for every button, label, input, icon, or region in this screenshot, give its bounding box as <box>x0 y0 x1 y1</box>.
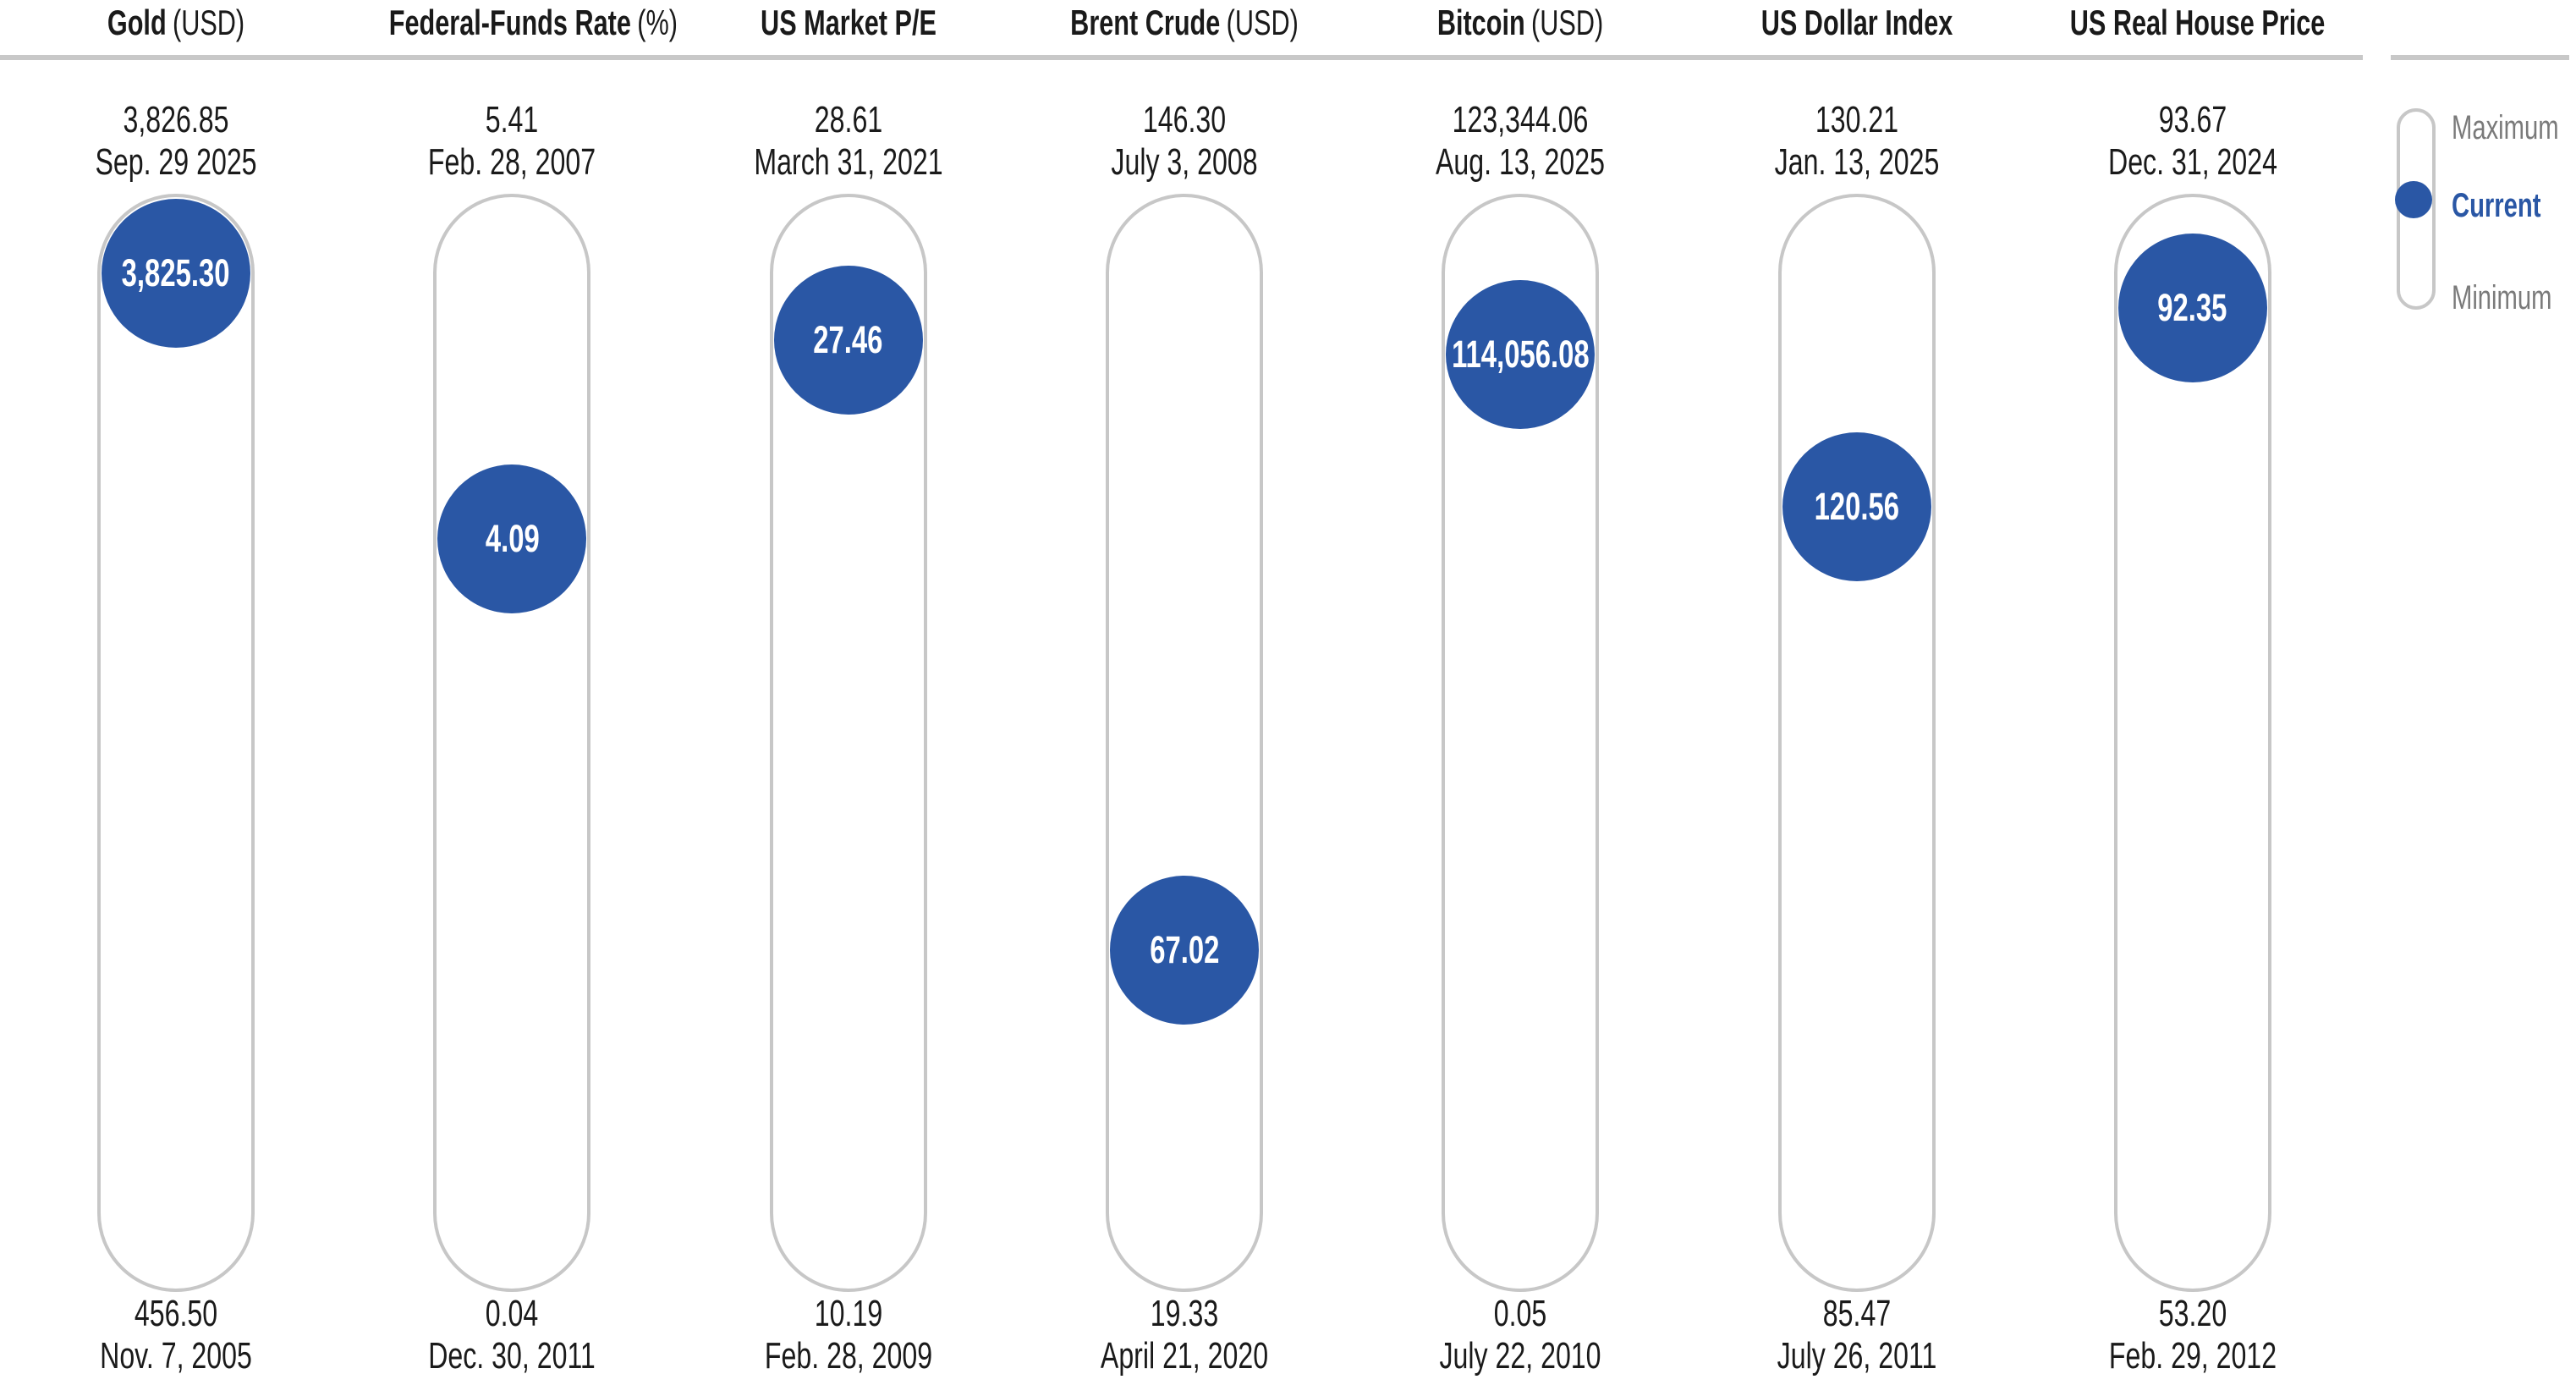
maximum-value: 3,826.85 <box>123 99 229 140</box>
minimum-label-block: 0.05 July 22, 2010 <box>1352 1293 1689 1377</box>
minimum-value: 0.05 <box>1493 1293 1547 1334</box>
indicator-column: Gold (USD) 3,826.85 Sep. 29 2025 3,825.30… <box>8 0 344 1396</box>
indicator-title: Federal-Funds Rate (%) <box>389 3 678 43</box>
maximum-value: 130.21 <box>1815 99 1898 140</box>
maximum-value: 28.61 <box>814 99 882 140</box>
maximum-date: March 31, 2021 <box>753 141 943 183</box>
current-value-dot[interactable]: 92.35 <box>2117 233 2267 382</box>
current-value-dot[interactable]: 67.02 <box>1109 876 1259 1025</box>
maximum-value: 93.67 <box>2158 99 2227 140</box>
maximum-date: Aug. 13, 2025 <box>1436 141 1606 183</box>
minimum-label-block: 10.19 Feb. 28, 2009 <box>680 1293 1017 1377</box>
indicator-title: US Dollar Index <box>1733 3 1980 43</box>
minimum-value: 456.50 <box>134 1293 218 1334</box>
minimum-value: 53.20 <box>2158 1293 2227 1334</box>
range-track <box>2113 194 2271 1292</box>
maximum-label-block: 5.41 Feb. 28, 2007 <box>343 99 680 184</box>
header-divider-line <box>0 55 2363 60</box>
current-value-dot[interactable]: 3,825.30 <box>102 198 250 348</box>
range-track <box>1777 194 1936 1292</box>
current-value-dot[interactable]: 114,056.08 <box>1446 279 1596 429</box>
indicator-unit: (%) <box>637 3 678 42</box>
current-value-label: 120.56 <box>1814 484 1899 528</box>
minimum-date: July 22, 2010 <box>1439 1335 1601 1377</box>
maximum-label-block: 130.21 Jan. 13, 2025 <box>1689 99 2025 184</box>
maximum-value: 5.41 <box>486 99 539 140</box>
minimum-value: 19.33 <box>1150 1293 1219 1334</box>
current-value-dot[interactable]: 4.09 <box>437 464 587 614</box>
indicator-unit: (USD) <box>172 3 245 42</box>
maximum-label-block: 3,826.85 Sep. 29 2025 <box>8 99 344 184</box>
legend-minimum-label: Minimum <box>2452 279 2552 316</box>
maximum-value: 123,344.06 <box>1452 99 1589 140</box>
indicator-name: US Real House Price <box>2069 3 2326 42</box>
indicator-unit: (USD) <box>1531 3 1604 42</box>
legend-maximum-label: Maximum <box>2452 109 2559 146</box>
minimum-label-block: 53.20 Feb. 29, 2012 <box>2024 1293 2361 1377</box>
maximum-label-block: 93.67 Dec. 31, 2024 <box>2024 99 2361 184</box>
minimum-label-block: 85.47 July 26, 2011 <box>1689 1293 2025 1377</box>
indicator-title: Bitcoin (USD) <box>1398 3 1644 43</box>
indicator-title: US Market P/E <box>725 3 971 43</box>
minimum-value: 10.19 <box>814 1293 882 1334</box>
range-track <box>433 194 591 1292</box>
maximum-label-block: 28.61 March 31, 2021 <box>680 99 1017 184</box>
indicator-unit: (USD) <box>1226 3 1299 42</box>
minimum-date: Nov. 7, 2005 <box>100 1335 252 1377</box>
minimum-date: Dec. 30, 2011 <box>428 1335 596 1377</box>
indicator-title: Brent Crude (USD) <box>1062 3 1308 43</box>
maximum-date: July 3, 2008 <box>1111 141 1258 183</box>
maximum-label-block: 123,344.06 Aug. 13, 2025 <box>1352 99 1689 184</box>
range-track <box>1105 194 1263 1292</box>
indicator-name: US Dollar Index <box>1760 3 1953 42</box>
indicator-column: Federal-Funds Rate (%) 5.41 Feb. 28, 2007… <box>343 0 680 1396</box>
minimum-date: July 26, 2011 <box>1777 1335 1936 1377</box>
legend-current-dot-icon <box>2395 181 2432 218</box>
minimum-value: 85.47 <box>1822 1293 1891 1334</box>
maximum-date: Dec. 31, 2024 <box>2107 141 2277 183</box>
range-track <box>97 194 255 1292</box>
indicator-name: Bitcoin <box>1437 3 1525 42</box>
maximum-date: Feb. 28, 2007 <box>428 141 596 183</box>
current-value-label: 114,056.08 <box>1451 332 1590 376</box>
current-value-dot[interactable]: 120.56 <box>1782 431 1931 581</box>
maximum-value: 146.30 <box>1142 99 1227 140</box>
indicator-title: US Real House Price <box>2070 3 2326 43</box>
indicator-title: Gold (USD) <box>53 3 299 43</box>
current-value-label: 92.35 <box>2157 285 2227 329</box>
current-value-label: 3,825.30 <box>122 250 230 294</box>
legend-divider-line <box>2391 55 2569 60</box>
current-value-label: 27.46 <box>813 318 883 362</box>
current-value-label: 67.02 <box>1149 928 1219 972</box>
minimum-date: Feb. 28, 2009 <box>764 1335 932 1377</box>
indicator-name: Federal-Funds Rate <box>389 3 632 42</box>
indicator-name: Brent Crude <box>1070 3 1221 42</box>
indicator-name: Gold <box>107 3 167 42</box>
current-value-label: 4.09 <box>485 517 540 561</box>
maximum-date: Sep. 29 2025 <box>95 141 257 183</box>
current-value-dot[interactable]: 27.46 <box>773 266 923 415</box>
minimum-label-block: 19.33 April 21, 2020 <box>1016 1293 1353 1377</box>
indicator-column: US Real House Price 93.67 Dec. 31, 2024 … <box>2024 0 2361 1396</box>
minimum-date: Feb. 29, 2012 <box>2108 1335 2277 1377</box>
legend-current-label: Current <box>2452 187 2541 224</box>
indicator-column: US Dollar Index 130.21 Jan. 13, 2025 120… <box>1689 0 2025 1396</box>
indicator-column: Bitcoin (USD) 123,344.06 Aug. 13, 2025 11… <box>1352 0 1689 1396</box>
minimum-label-block: 456.50 Nov. 7, 2005 <box>8 1293 344 1377</box>
minimum-date: April 21, 2020 <box>1100 1335 1268 1377</box>
maximum-label-block: 146.30 July 3, 2008 <box>1016 99 1353 184</box>
maximum-date: Jan. 13, 2025 <box>1774 141 1939 183</box>
minimum-value: 0.04 <box>486 1293 539 1334</box>
indicator-column: Brent Crude (USD) 146.30 July 3, 2008 67.… <box>1016 0 1353 1396</box>
indicator-column: US Market P/E 28.61 March 31, 2021 27.46… <box>680 0 1017 1396</box>
minimum-label-block: 0.04 Dec. 30, 2011 <box>343 1293 680 1377</box>
indicator-name: US Market P/E <box>760 3 936 42</box>
